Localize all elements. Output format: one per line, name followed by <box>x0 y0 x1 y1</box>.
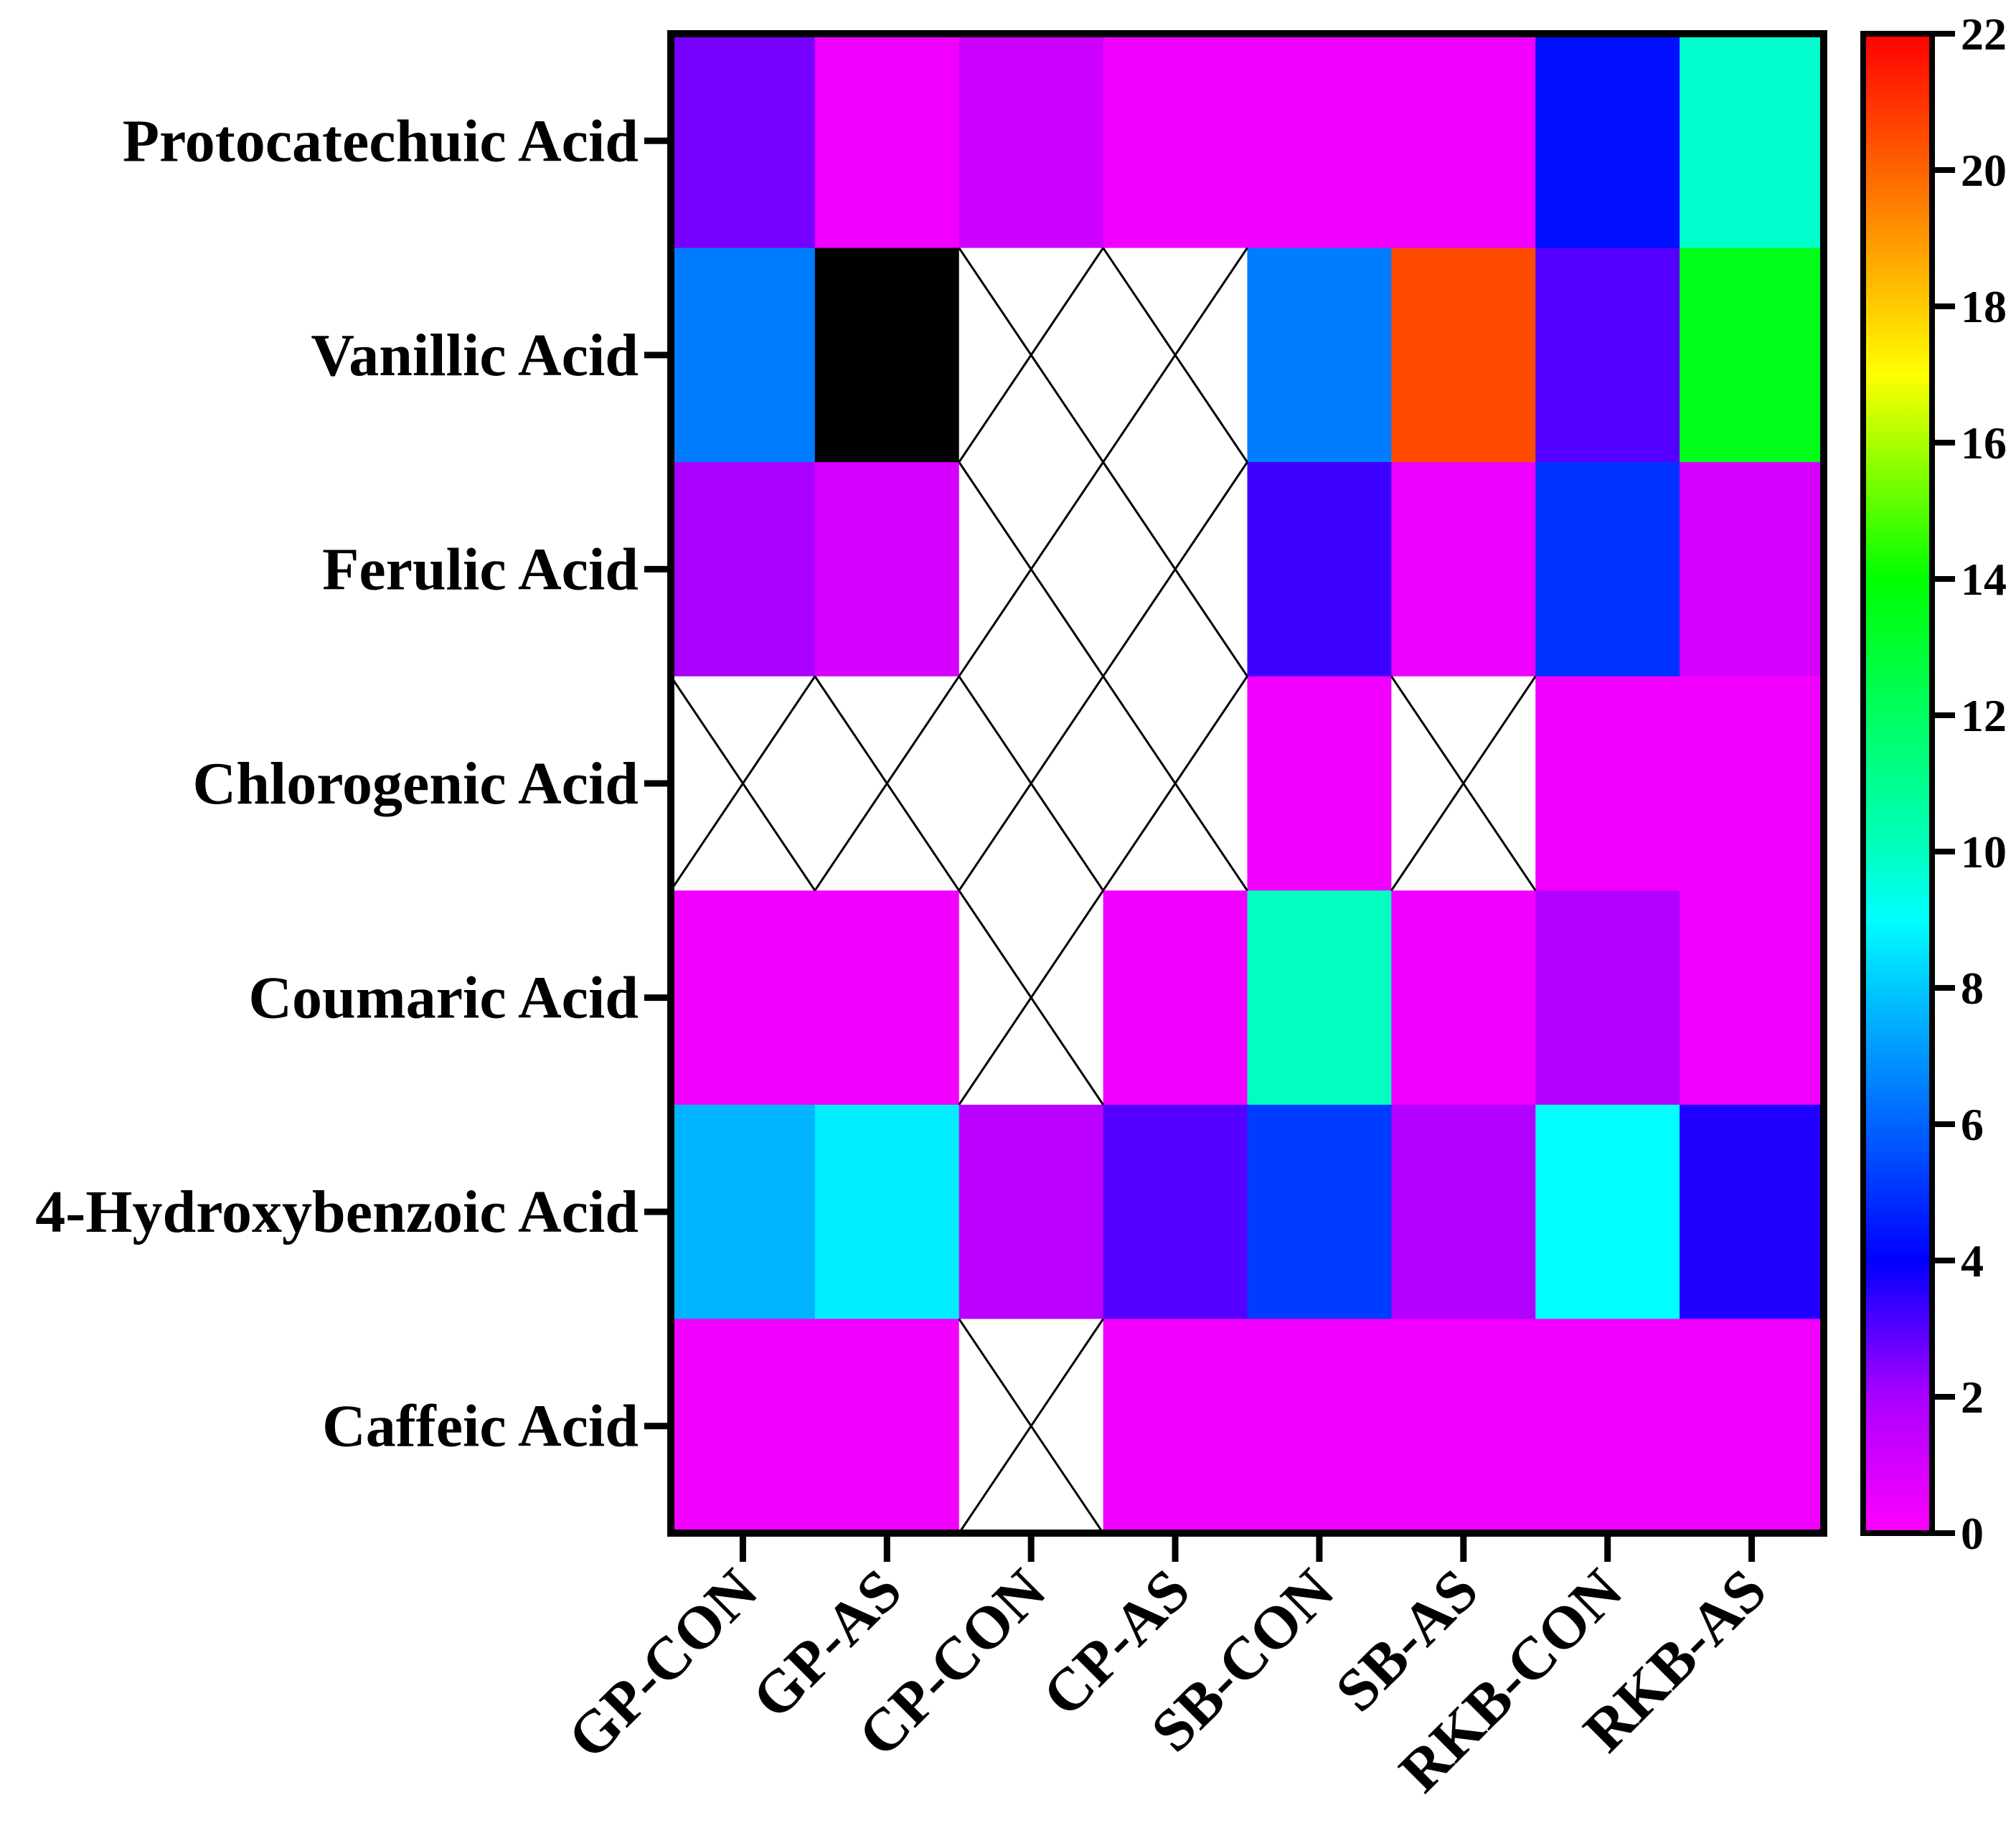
missing-x-mark <box>1102 675 1248 892</box>
heatmap-cell <box>1535 34 1680 249</box>
heatmap-cells <box>671 34 1824 1534</box>
heatmap-cell <box>1247 34 1392 249</box>
heatmap-cell <box>1535 890 1680 1106</box>
heatmap-cell <box>1535 676 1680 891</box>
heatmap-cell <box>1680 890 1824 1106</box>
y-tick-label: Coumaric Acid <box>248 965 639 1032</box>
heatmap-cell <box>1103 1319 1248 1534</box>
y-tick-label: Ferulic Acid <box>322 536 639 603</box>
missing-x-mark <box>669 675 816 892</box>
heatmap-cell <box>671 890 816 1106</box>
colorbar-tick-label: 10 <box>1961 826 2007 877</box>
x-axis: GP-CONGP-ASCP-CONCP-ASSB-CONSB-ASRKB-CON… <box>555 1533 1779 1805</box>
heatmap-cell <box>1247 890 1392 1106</box>
heatmap-cell <box>1391 890 1536 1106</box>
colorbar-tick-label: 6 <box>1961 1099 1984 1150</box>
heatmap-cell <box>1680 248 1824 463</box>
heatmap-cell <box>1535 1319 1680 1534</box>
heatmap-cell <box>1535 1104 1680 1320</box>
missing-x-mark <box>1102 247 1248 463</box>
heatmap-cell <box>1103 34 1248 249</box>
heatmap-cell <box>671 34 816 249</box>
heatmap-cell <box>1680 34 1824 249</box>
heatmap-cell <box>1680 676 1824 891</box>
heatmap-cell <box>1535 462 1680 677</box>
heatmap-cell <box>1247 462 1392 677</box>
y-tick-label: Vanillic Acid <box>311 322 639 389</box>
missing-x-mark <box>958 1318 1104 1534</box>
colorbar-tick-label: 18 <box>1961 281 2007 332</box>
missing-x-mark <box>814 675 960 892</box>
heatmap-cell <box>1391 1319 1536 1534</box>
y-tick-label: Caffeic Acid <box>322 1393 639 1460</box>
heatmap-cell <box>1391 462 1536 677</box>
colorbar-tick-label: 20 <box>1961 145 2007 196</box>
heatmap-cell <box>958 1104 1104 1320</box>
heatmap-cell <box>1391 1104 1536 1320</box>
colorbar-tick-label: 14 <box>1961 554 2007 605</box>
missing-x-mark <box>958 247 1104 463</box>
missing-x-mark <box>958 461 1104 677</box>
missing-x-mark <box>958 675 1104 892</box>
heatmap-cell <box>1680 1319 1824 1534</box>
heatmap-cell <box>671 248 816 463</box>
colorbar: 0 2 4 6 8 10 12 14 16 18 20 22 <box>1860 9 2007 1559</box>
heatmap-cell <box>671 1104 816 1320</box>
heatmap-cell <box>814 890 960 1106</box>
heatmap-cell <box>814 1104 960 1320</box>
colorbar-tick-label: 12 <box>1961 690 2007 741</box>
heatmap-cell <box>1247 248 1392 463</box>
heatmap-cell <box>1247 676 1392 891</box>
colorbar-tick-label: 2 <box>1961 1372 1984 1423</box>
y-axis: Protocatechuic Acid Vanillic Acid Ferulic … <box>35 108 671 1460</box>
x-tick-label: GP-CON <box>555 1557 771 1772</box>
missing-x-mark <box>958 890 1104 1106</box>
heatmap-cell <box>671 1319 816 1534</box>
heatmap-cell <box>814 248 960 463</box>
missing-x-mark <box>1390 675 1537 892</box>
missing-cell-markers <box>669 247 1537 1534</box>
colorbar-tick-label: 8 <box>1961 963 1984 1014</box>
heatmap-cell <box>1680 1104 1824 1320</box>
heatmap-cell <box>1391 34 1536 249</box>
colorbar-tick-label: 22 <box>1961 9 2007 60</box>
heatmap-cell <box>1103 1104 1248 1320</box>
heatmap-cell <box>671 462 816 677</box>
heatmap-cell <box>814 462 960 677</box>
missing-x-mark <box>1102 461 1248 677</box>
heatmap-cell <box>1680 462 1824 677</box>
colorbar-tick-label: 4 <box>1961 1235 1984 1286</box>
y-tick-label: 4-Hydroxybenzoic Acid <box>35 1179 639 1245</box>
heatmap-cell <box>1247 1319 1392 1534</box>
y-tick-label: Chlorogenic Acid <box>193 750 639 817</box>
heatmap-cell <box>1391 248 1536 463</box>
heatmap-cell <box>1535 248 1680 463</box>
heatmap-cell <box>1103 890 1248 1106</box>
y-tick-label: Protocatechuic Acid <box>123 108 639 174</box>
heatmap-cell <box>1247 1104 1392 1320</box>
colorbar-tick-label: 16 <box>1961 418 2007 468</box>
colorbar-gradient <box>1860 31 1935 1536</box>
heatmap-cell <box>814 1319 960 1534</box>
heatmap-cell <box>958 34 1104 249</box>
colorbar-ticks: 0 2 4 6 8 10 12 14 16 18 20 22 <box>1932 9 2007 1559</box>
colorbar-tick-label: 0 <box>1961 1508 1984 1559</box>
heatmap-cell <box>814 34 960 249</box>
